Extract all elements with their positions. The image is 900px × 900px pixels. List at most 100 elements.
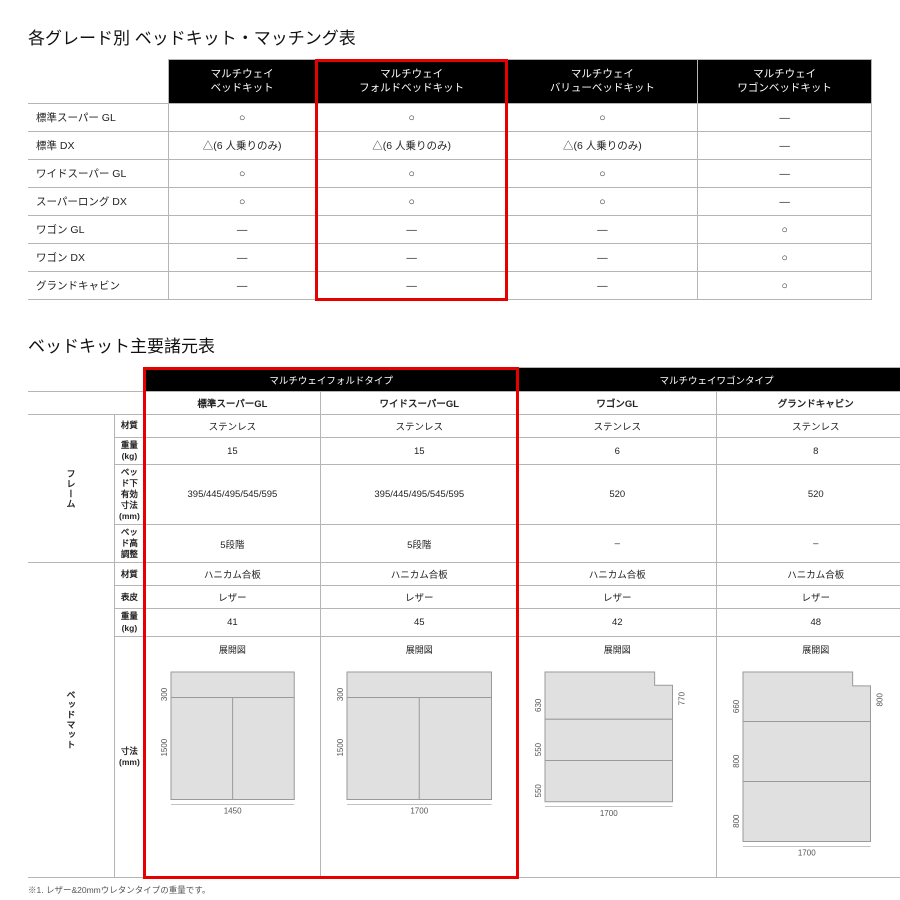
footnote: ※1. レザー&20mmウレタンタイプの重量です。 xyxy=(28,884,872,896)
table-row: スーパーロング DX○○○— xyxy=(28,188,872,216)
table-row: 標準スーパー GL○○○— xyxy=(28,104,872,132)
cell: — xyxy=(316,244,507,272)
svg-text:300: 300 xyxy=(160,687,169,701)
cell: △(6 人乗りのみ) xyxy=(168,132,316,160)
table1-title: 各グレード別 ベッドキット・マッチング表 xyxy=(28,24,872,49)
table-row: 寸法(mm)展開図 300 1500 1450 展開図 300 1500 170… xyxy=(28,636,900,878)
cell: ハニカム合板 xyxy=(518,563,717,586)
row-label: 材質 xyxy=(115,415,145,438)
cell: 520 xyxy=(518,465,717,525)
svg-text:660: 660 xyxy=(732,699,741,713)
diagram-title: 展開図 xyxy=(523,643,713,656)
table1-blank-header xyxy=(28,60,168,104)
cell: ○ xyxy=(698,244,872,272)
table2-sub-0: 標準スーパーGL xyxy=(144,392,320,415)
table-row: ベッド下有効寸法 (mm)395/445/495/545/595395/445/… xyxy=(28,465,900,525)
cell: 45 xyxy=(321,609,519,636)
svg-text:300: 300 xyxy=(336,687,345,701)
row-label: ワイドスーパー GL xyxy=(28,160,168,188)
cell: 395/445/495/545/595 xyxy=(321,465,519,525)
table2-group-1: マルチウェイワゴンタイプ xyxy=(518,368,900,392)
table-row: グランドキャビン———○ xyxy=(28,272,872,300)
row-label: ワゴン GL xyxy=(28,216,168,244)
row-label: 材質 xyxy=(115,563,145,586)
diagram-cell: 展開図 660 800 800 800 1700 xyxy=(717,636,900,878)
cell: 520 xyxy=(717,465,900,525)
row-label: スーパーロング DX xyxy=(28,188,168,216)
svg-text:800: 800 xyxy=(732,814,741,828)
cell: △(6 人乗りのみ) xyxy=(316,132,507,160)
cell: ○ xyxy=(168,188,316,216)
row-label: 重量(kg) xyxy=(115,438,145,465)
cell: ○ xyxy=(507,188,698,216)
table2-title: ベッドキット主要諸元表 xyxy=(28,332,872,357)
table-row: 重量(kg)151568 xyxy=(28,438,900,465)
table-row: ワイドスーパー GL○○○— xyxy=(28,160,872,188)
cell: 8 xyxy=(717,438,900,465)
cell: — xyxy=(698,160,872,188)
cell: レザー xyxy=(321,586,519,609)
svg-text:770: 770 xyxy=(677,691,686,705)
cell: レザー xyxy=(717,586,900,609)
spec-table: マルチウェイフォルドタイプ マルチウェイワゴンタイプ 標準スーパーGL ワイドス… xyxy=(28,367,900,878)
cell: ○ xyxy=(698,216,872,244)
svg-text:630: 630 xyxy=(534,698,543,712)
spec-table-wrap: マルチウェイフォルドタイプ マルチウェイワゴンタイプ 標準スーパーGL ワイドス… xyxy=(28,367,872,878)
cell: ○ xyxy=(316,188,507,216)
cell: 395/445/495/545/595 xyxy=(144,465,320,525)
row-label: 標準 DX xyxy=(28,132,168,160)
table-row: ワゴン GL———○ xyxy=(28,216,872,244)
table1-col-3: マルチウェイ ワゴンベッドキット xyxy=(698,60,872,104)
cell: — xyxy=(316,216,507,244)
cell: ○ xyxy=(698,272,872,300)
cell: — xyxy=(507,244,698,272)
cell: △(6 人乗りのみ) xyxy=(507,132,698,160)
matching-table: マルチウェイ ベッドキット マルチウェイ フォルドベッドキット マルチウェイ バ… xyxy=(28,59,872,300)
cell: ステンレス xyxy=(144,415,320,438)
table-row: 表皮レザーレザーレザーレザー xyxy=(28,586,900,609)
section-label: フレーム xyxy=(28,415,115,563)
diagram-title: 展開図 xyxy=(721,643,900,656)
table-row: フレーム材質ステンレスステンレスステンレスステンレス xyxy=(28,415,900,438)
matching-table-wrap: マルチウェイ ベッドキット マルチウェイ フォルドベッドキット マルチウェイ バ… xyxy=(28,59,872,300)
svg-text:550: 550 xyxy=(534,742,543,756)
table2-sub-2: ワゴンGL xyxy=(518,392,717,415)
row-label: ベッド下有効寸法 (mm) xyxy=(115,465,145,525)
diagram-cell: 展開図 300 1500 1450 xyxy=(144,636,320,878)
table2-sub-3: グランドキャビン xyxy=(717,392,900,415)
table-row: ベッド高調整5段階5段階–– xyxy=(28,525,900,563)
diagram-wagon: 660 800 800 800 1700 xyxy=(721,662,900,874)
cell: ○ xyxy=(507,160,698,188)
svg-text:1700: 1700 xyxy=(599,808,617,817)
row-label: 表皮 xyxy=(115,586,145,609)
cell: レザー xyxy=(518,586,717,609)
table-row: 標準 DX△(6 人乗りのみ)△(6 人乗りのみ)△(6 人乗りのみ)— xyxy=(28,132,872,160)
table-row: 重量(kg)41454248 xyxy=(28,609,900,636)
cell: ○ xyxy=(168,160,316,188)
row-label: グランドキャビン xyxy=(28,272,168,300)
diagram-cell: 展開図 300 1500 1700 xyxy=(321,636,519,878)
cell: — xyxy=(168,272,316,300)
cell: 6 xyxy=(518,438,717,465)
cell: ○ xyxy=(316,104,507,132)
table1-col-1: マルチウェイ フォルドベッドキット xyxy=(316,60,507,104)
row-label: 重量(kg) xyxy=(115,609,145,636)
cell: ハニカム合板 xyxy=(144,563,320,586)
table-row: ベッドマット材質ハニカム合板ハニカム合板ハニカム合板ハニカム合板 xyxy=(28,563,900,586)
cell: — xyxy=(698,104,872,132)
cell: 41 xyxy=(144,609,320,636)
row-label: ベッド高調整 xyxy=(115,525,145,563)
cell: — xyxy=(698,132,872,160)
cell: 42 xyxy=(518,609,717,636)
cell: — xyxy=(168,244,316,272)
cell: — xyxy=(168,216,316,244)
svg-text:800: 800 xyxy=(876,692,885,706)
diagram-rect: 300 1500 1700 xyxy=(325,662,514,832)
svg-text:1700: 1700 xyxy=(798,848,816,857)
cell: 15 xyxy=(321,438,519,465)
svg-text:800: 800 xyxy=(732,754,741,768)
svg-text:1500: 1500 xyxy=(336,738,345,756)
cell: ステンレス xyxy=(321,415,519,438)
cell: ○ xyxy=(316,160,507,188)
cell: ハニカム合板 xyxy=(321,563,519,586)
